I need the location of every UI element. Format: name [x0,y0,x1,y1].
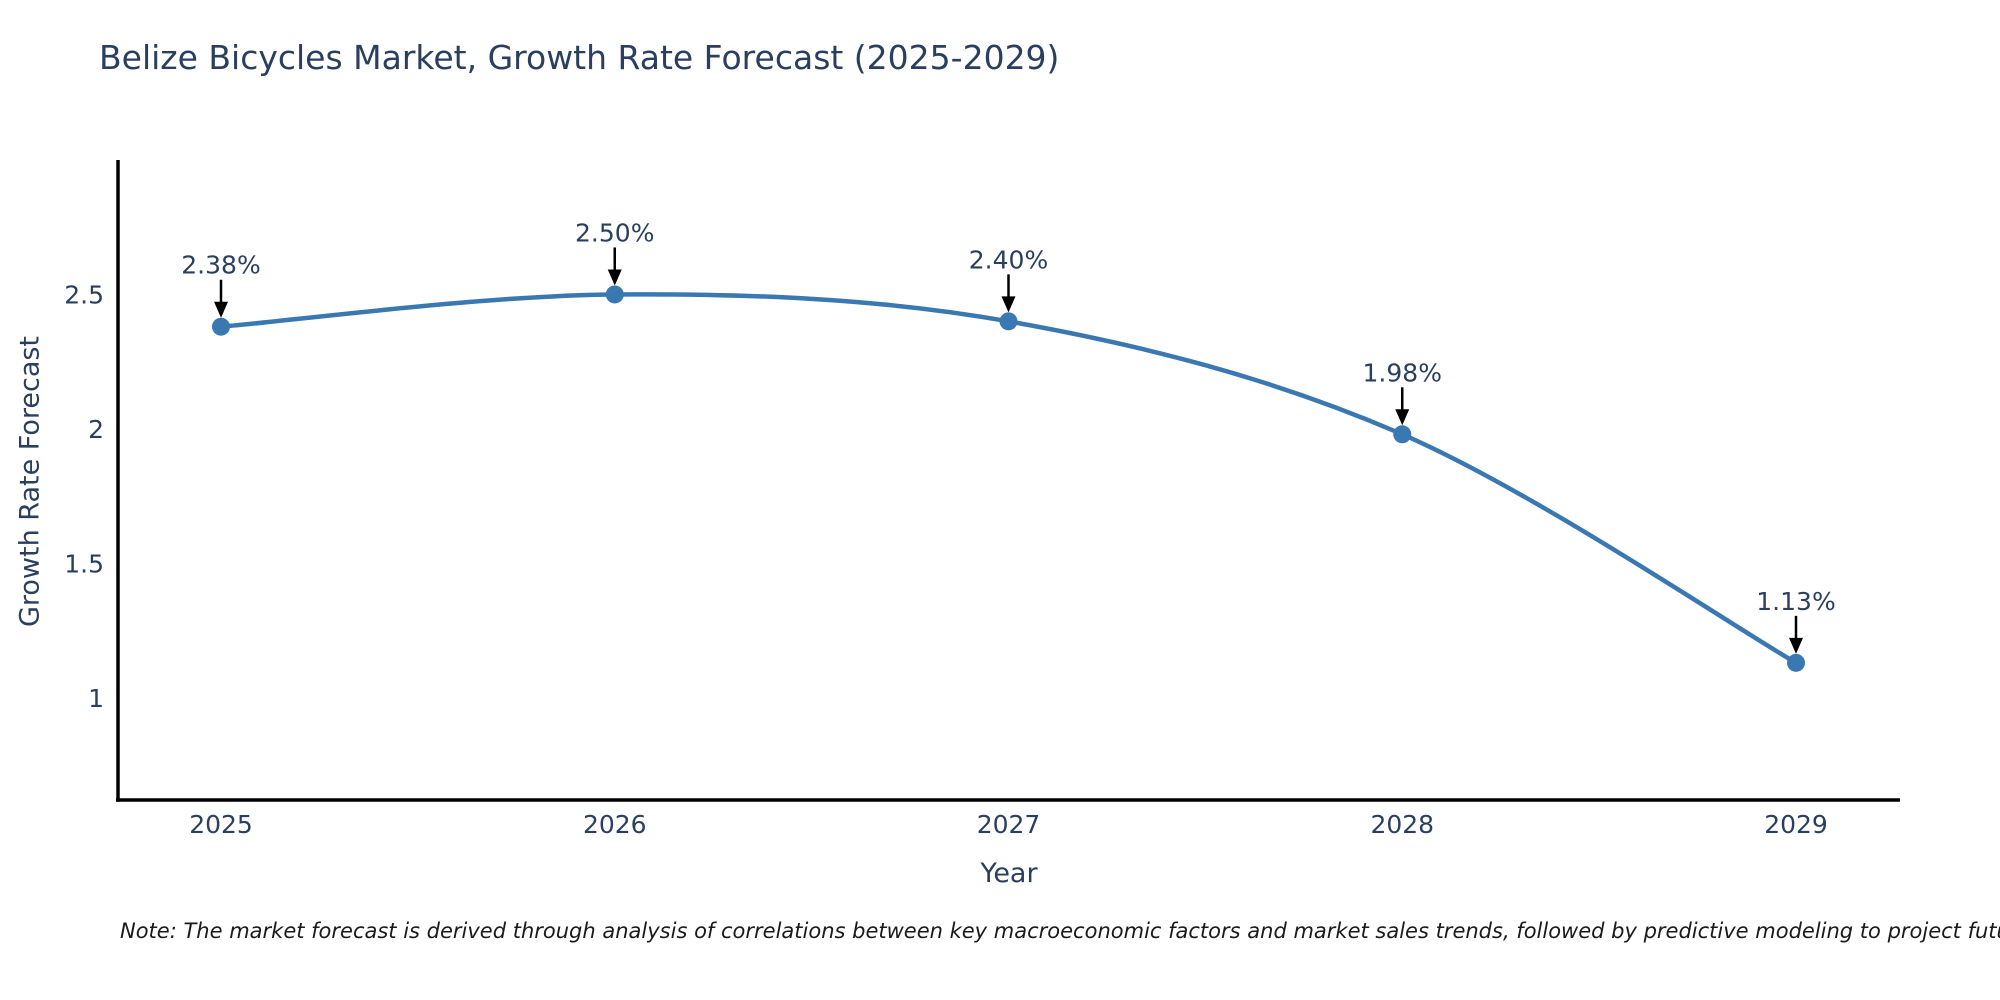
x-tick-label: 2026 [583,810,647,839]
x-tick-label: 2025 [189,810,253,839]
y-tick-label: 2 [88,415,104,444]
annotation-arrowhead-icon [1789,637,1803,654]
x-tick-label: 2027 [977,810,1041,839]
data-point-marker [999,312,1018,331]
footnote: Note: The market forecast is derived thr… [120,919,2000,943]
point-value-label: 1.13% [1756,587,1835,616]
forecast-line [220,292,1798,665]
data-point-marker [1393,425,1412,444]
annotation-arrowhead-icon [214,301,228,318]
annotation-arrowhead-icon [607,269,622,286]
annotation-arrowhead-icon [1001,296,1016,313]
x-tick-label: 2029 [1764,810,1828,839]
data-point-marker [212,317,230,336]
point-value-label: 2.50% [575,218,654,247]
x-tick-label: 2028 [1370,810,1434,839]
x-axis-title: Year [980,858,1038,889]
point-value-label: 2.38% [181,251,260,280]
y-tick-label: 2.5 [64,280,104,309]
data-point-marker [605,285,624,304]
data-point-marker [1787,653,1805,672]
point-value-label: 1.98% [1363,358,1442,387]
y-tick-label: 1 [88,684,104,713]
point-value-label: 2.40% [969,245,1048,274]
y-tick-label: 1.5 [64,549,104,578]
annotation-arrowhead-icon [1395,409,1410,426]
chart-title: Belize Bicycles Market, Growth Rate Fore… [99,38,1060,77]
